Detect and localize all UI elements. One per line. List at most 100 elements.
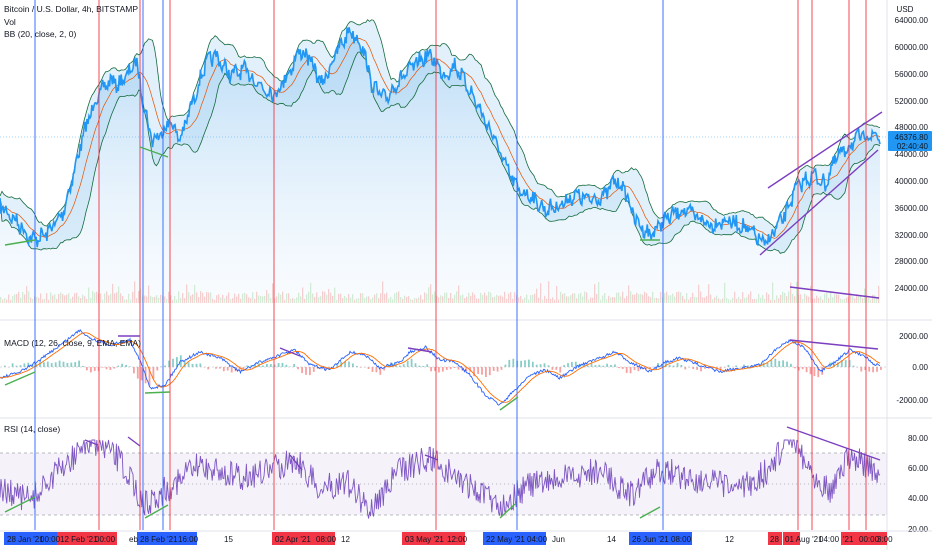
volume-bar [182,293,184,303]
volume-bar [438,297,440,303]
macd-histogram-bar [852,365,855,367]
volume-bar [422,299,424,303]
rsi-bull-mark-a [4,496,36,513]
volume-bar [70,298,72,303]
volume-bar [764,298,766,303]
macd-histogram-bar [582,364,585,367]
volume-bar [362,293,364,303]
volume-bar [52,295,54,303]
volume-bar [398,291,400,303]
price-axis: USD 64000.00 60000.00 56000.00 52000.00 48000… [888,5,932,534]
volume-bar [786,296,788,303]
macd-histogram-bar [512,358,515,367]
macd-histogram-bar [23,363,26,367]
volume-bar [618,292,620,303]
volume-bar [446,292,448,303]
macd-histogram-bar [348,361,350,367]
volume-bar [564,293,566,303]
volume-bar [322,291,324,303]
macd-histogram-bar [817,367,820,378]
volume-bar [530,295,532,303]
macd-divergence-trendline [789,339,879,350]
volume-bar [96,291,98,303]
volume-bar [216,295,218,303]
volume-bar [858,296,860,303]
volume-bar [524,297,526,303]
volume-bar [798,294,800,303]
macd-histogram-bar [105,367,108,370]
volume-bar [320,296,322,303]
macd-histogram-bar [766,362,769,367]
volume-bar [424,292,426,303]
vol-indicator-label[interactable]: Vol [4,17,16,27]
volume-bar [740,299,742,303]
macd-histogram-bar [602,365,605,367]
volume-bar [36,296,38,303]
volume-bar [668,295,670,303]
volume-bar [126,299,128,303]
volume-bar [4,298,6,303]
volume-bar [486,295,488,303]
macd-histogram-bar [207,367,210,370]
volume-bar [346,297,348,303]
macd-histogram-bar [15,365,18,367]
volume-bar [818,297,820,303]
rsi-axis-tick: 20.00 [908,525,929,534]
volume-bar [64,295,66,303]
macd-histogram-bar [747,365,749,367]
macd-bull-mark-a [4,371,36,386]
volume-bar [114,293,116,303]
macd-histogram-bar [133,367,135,374]
volume-bar [274,298,276,303]
volume-bar [246,294,248,303]
macd-histogram-bar [559,367,562,373]
volume-bar [354,299,356,303]
volume-bar [458,285,460,303]
volume-bar [416,298,418,303]
symbol-title[interactable]: Bitcoin / U.S. Dollar, 4h, BITSTAMP [4,4,138,14]
volume-bar [470,295,472,303]
macd-histogram-bar [645,367,648,370]
macd-histogram-bar [707,367,710,369]
volume-bar [804,293,806,303]
macd-histogram-bar [449,367,452,370]
volume-bar [878,285,880,303]
volume-bar [630,291,632,303]
volume-bar [204,296,206,303]
volume-bar [408,296,410,303]
volume-bar [576,298,578,303]
volume-bar [158,297,160,303]
rsi-indicator-label[interactable]: RSI (14, close) [4,424,61,434]
price-support-mark-b [139,146,169,158]
volume-bar [214,299,216,303]
macd-histogram-bar [445,367,448,370]
macd-histogram-bar [684,367,687,370]
volume-bar [674,296,676,303]
volume-bar [796,281,798,303]
macd-histogram-bar [355,365,358,367]
macd-histogram-bar [692,367,695,369]
macd-histogram-bar [352,363,354,367]
volume-bar [376,293,378,303]
volume-bar [170,295,172,303]
volume-bar [222,294,224,303]
volume-bar [744,298,746,303]
volume-bar [720,299,722,303]
price-axis-tick: 52000.00 [895,97,929,106]
volume-bar [120,293,122,303]
volume-bar [68,293,70,303]
macd-histogram-bar [183,361,186,367]
macd-histogram-bar [547,365,550,367]
macd-histogram-bar [113,367,116,369]
volume-bar [20,297,22,303]
macd-histogram-bar [457,367,460,370]
volume-bar [734,291,736,303]
bb-indicator-label[interactable]: BB (20, close, 2, 0) [4,29,77,39]
macd-histogram-bar [398,365,401,367]
volume-bar [402,298,404,303]
volume-bar [418,297,420,303]
volume-bar [634,294,636,303]
macd-indicator-label[interactable]: MACD (12, 26, close, 9, EMA, EMA) [4,338,141,348]
macd-histogram-bar [551,367,554,370]
